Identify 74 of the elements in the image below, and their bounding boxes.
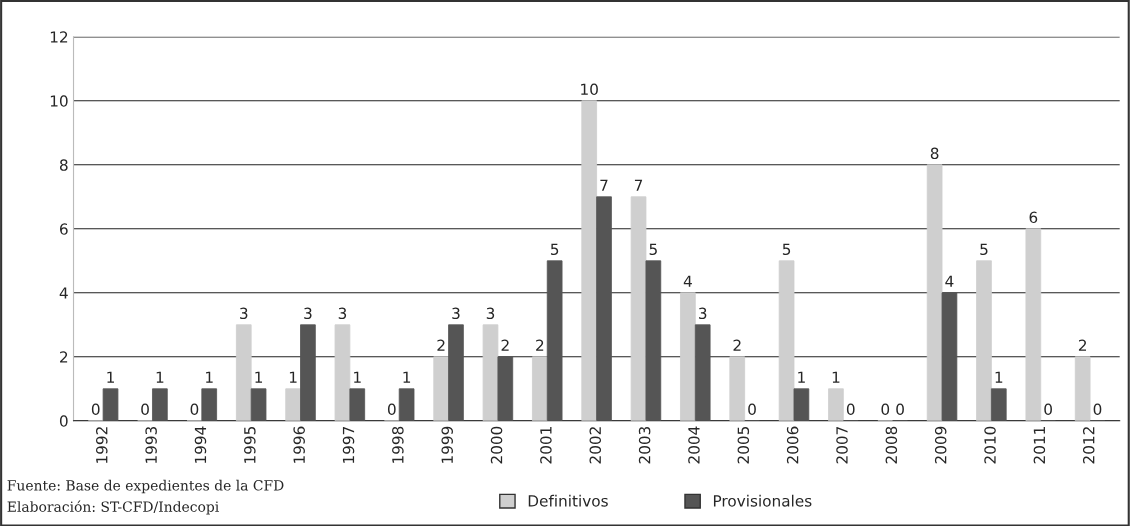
data-label: 1 — [289, 371, 297, 383]
data-label: 3 — [338, 307, 347, 320]
x-tick-label: 2003 — [638, 426, 651, 464]
y-tick-label: 2 — [60, 351, 68, 363]
data-label: 0 — [91, 403, 100, 416]
x-tick-label: 2011 — [1033, 427, 1046, 464]
data-label: 1 — [354, 371, 361, 383]
data-label: 5 — [980, 243, 988, 256]
data-label: 5 — [649, 243, 657, 256]
data-label: 7 — [600, 179, 608, 191]
x-tick-label: 2010 — [984, 426, 996, 464]
data-label: 0 — [141, 403, 149, 416]
data-label: 2 — [733, 339, 741, 351]
data-label: 6 — [1029, 211, 1038, 224]
data-label: 1 — [403, 371, 411, 383]
data-label: 2 — [1078, 339, 1087, 351]
x-tick-label: 1993 — [145, 426, 157, 463]
x-tick-label: 1995 — [244, 427, 256, 463]
data-label: 0 — [1093, 403, 1102, 416]
x-tick-label: 1998 — [392, 426, 404, 463]
data-label: 3 — [452, 307, 460, 320]
source-note: Fuente: Base de expedientes de la CFD — [7, 479, 284, 494]
data-label: 1 — [156, 371, 164, 383]
data-label: 0 — [896, 403, 904, 416]
data-label: 0 — [846, 403, 855, 416]
data-label: 1 — [255, 371, 263, 383]
data-label: 5 — [550, 243, 559, 256]
y-tick-label: 8 — [59, 159, 68, 171]
legend-label: Definitivos — [528, 494, 608, 507]
y-tick-label: 0 — [59, 415, 68, 427]
data-label: 0 — [190, 403, 199, 416]
x-tick-label: 2001 — [540, 427, 552, 464]
data-label: 1 — [995, 371, 1003, 383]
x-tick-label: 2007 — [836, 426, 848, 464]
data-label: 4 — [683, 275, 692, 287]
x-tick-label: 1994 — [194, 426, 207, 463]
data-label: 0 — [748, 403, 756, 416]
x-tick-label: 1996 — [293, 426, 305, 463]
data-label: 7 — [634, 179, 643, 191]
data-label: 1 — [832, 371, 840, 383]
data-label: 3 — [304, 307, 312, 320]
data-label: 1 — [206, 371, 213, 383]
x-tick-label: 2000 — [490, 426, 503, 464]
data-label: 0 — [881, 403, 890, 416]
x-tick-label: 2008 — [885, 426, 898, 464]
x-tick-label: 2009 — [934, 426, 947, 464]
data-label: 2 — [536, 339, 544, 351]
data-label: 1 — [107, 371, 114, 383]
data-label: 3 — [240, 307, 248, 320]
y-tick-label: 12 — [50, 31, 68, 43]
data-label: 3 — [486, 307, 495, 320]
data-label: 0 — [1044, 403, 1052, 416]
x-tick-label: 2004 — [688, 426, 700, 464]
data-label: 4 — [945, 275, 954, 287]
data-label: 3 — [699, 307, 707, 320]
x-tick-label: 1997 — [342, 426, 355, 463]
x-tick-label: 2002 — [589, 427, 602, 464]
y-tick-label: 10 — [50, 95, 68, 107]
data-label: 10 — [581, 83, 598, 96]
x-tick-label: 2006 — [786, 426, 799, 464]
x-tick-label: 1999 — [441, 426, 453, 463]
x-tick-label: 2012 — [1082, 427, 1095, 464]
y-tick-label: 6 — [60, 223, 68, 235]
data-label: 2 — [437, 339, 445, 351]
data-label: 1 — [798, 371, 805, 383]
data-label: 5 — [782, 243, 791, 256]
data-label: 2 — [501, 339, 509, 351]
text: Elaboración: ST-CFD/Indecopi — [7, 500, 219, 515]
y-tick-label: 4 — [59, 287, 68, 299]
x-tick-label: 1992 — [96, 427, 108, 463]
legend-label: Provisionales — [713, 494, 812, 507]
data-label: 0 — [387, 403, 396, 416]
x-tick-label: 2005 — [737, 427, 750, 464]
data-label: 8 — [930, 147, 939, 160]
